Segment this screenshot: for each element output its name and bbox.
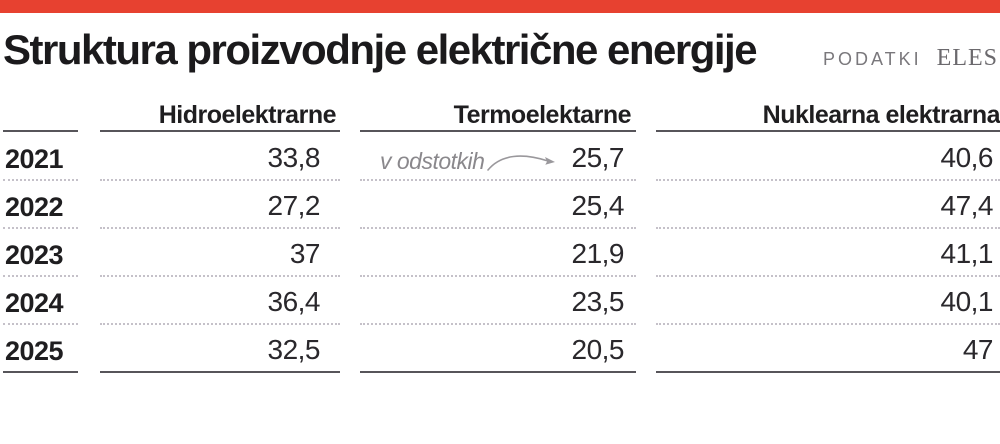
value-termo-text: 25,7 [571,142,625,174]
source-label: PODATKI [822,49,922,69]
year-label: 2025 [3,325,78,373]
value-nuklearna: 41,1 [656,229,1000,277]
table-header-row: Hidroelektrarne Termoelektarne Nuklearna… [0,93,1000,132]
column-header-termoelektarne: Termoelektarne [360,93,636,132]
column-header-nuklearna-elektrarna: Nuklearna elektrarna [656,93,1000,132]
table-row-2025: 2025 32,5 20,5 47 [0,325,1000,373]
value-termo: 21,9 [360,229,636,277]
value-nuklearna: 40,6 [656,132,1000,181]
unit-note: v odstotkih [380,148,557,174]
data-source: PODATKI ELES [823,46,998,70]
value-hidro: 32,5 [100,325,340,373]
value-hidro: 37 [100,229,340,277]
table-row-2021: 2021 33,8 v odstotkih 25,7 40,6 [0,132,1000,181]
source-name: ELES [936,45,998,71]
year-column-header [3,93,78,132]
value-hidro: 33,8 [100,132,340,181]
data-table: Hidroelektrarne Termoelektarne Nuklearna… [0,93,1000,373]
value-hidro: 27,2 [100,181,340,229]
year-label: 2023 [3,229,78,277]
table-row-2022: 2022 27,2 25,4 47,4 [0,181,1000,229]
curved-arrow-icon [487,155,556,171]
value-termo: 20,5 [360,325,636,373]
page-title: Struktura proizvodnje električne energij… [3,26,758,73]
table-row-2024: 2024 36,4 23,5 40,1 [0,277,1000,325]
value-nuklearna: 40,1 [656,277,1000,325]
column-header-hidroelektrarne: Hidroelektrarne [100,93,340,132]
value-hidro: 36,4 [100,277,340,325]
year-label: 2022 [3,181,78,229]
value-termo: v odstotkih 25,7 [360,132,636,181]
unit-note-label: v odstotkih [380,147,485,174]
year-label: 2021 [3,132,78,181]
value-nuklearna: 47 [656,325,1000,373]
year-label: 2024 [3,277,78,325]
value-termo: 25,4 [360,181,636,229]
value-termo: 23,5 [360,277,636,325]
accent-bar [0,0,1000,13]
value-nuklearna: 47,4 [656,181,1000,229]
table-row-2023: 2023 37 21,9 41,1 [0,229,1000,277]
